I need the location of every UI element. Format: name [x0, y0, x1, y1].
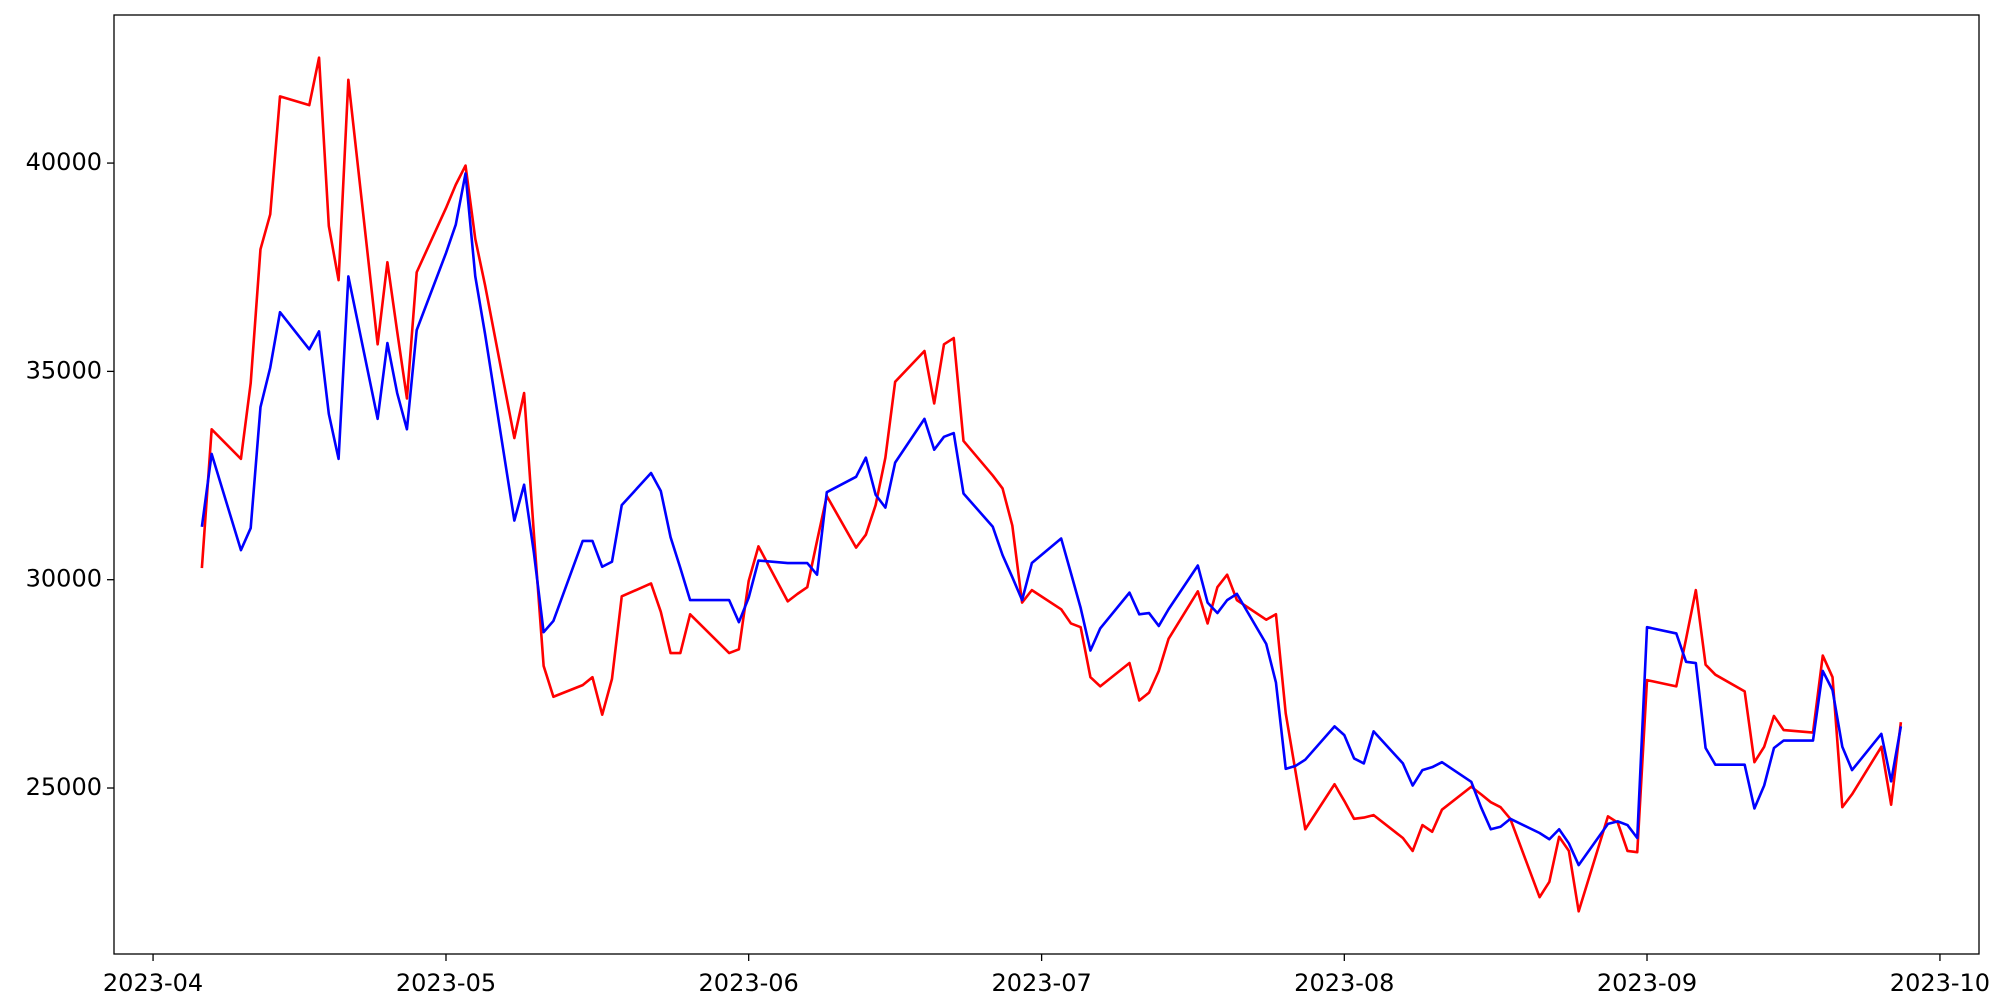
x-tick-label: 2023-08 [1294, 969, 1394, 997]
x-tick-label: 2023-04 [103, 969, 203, 997]
y-tick-label: 40000 [26, 148, 102, 176]
y-tick-label: 30000 [26, 565, 102, 593]
x-tick-label: 2023-09 [1597, 969, 1697, 997]
y-tick-label: 25000 [26, 773, 102, 801]
x-tick-label: 2023-06 [699, 969, 799, 997]
x-tick-label: 2023-05 [396, 969, 496, 997]
y-tick-label: 35000 [26, 356, 102, 384]
series-line [200, 56, 1903, 913]
x-tick-label: 2023-07 [991, 969, 1091, 997]
x-tick-label: 2023-10 [1890, 969, 1990, 997]
plot-frame [113, 14, 1980, 955]
series-line [200, 172, 1903, 867]
